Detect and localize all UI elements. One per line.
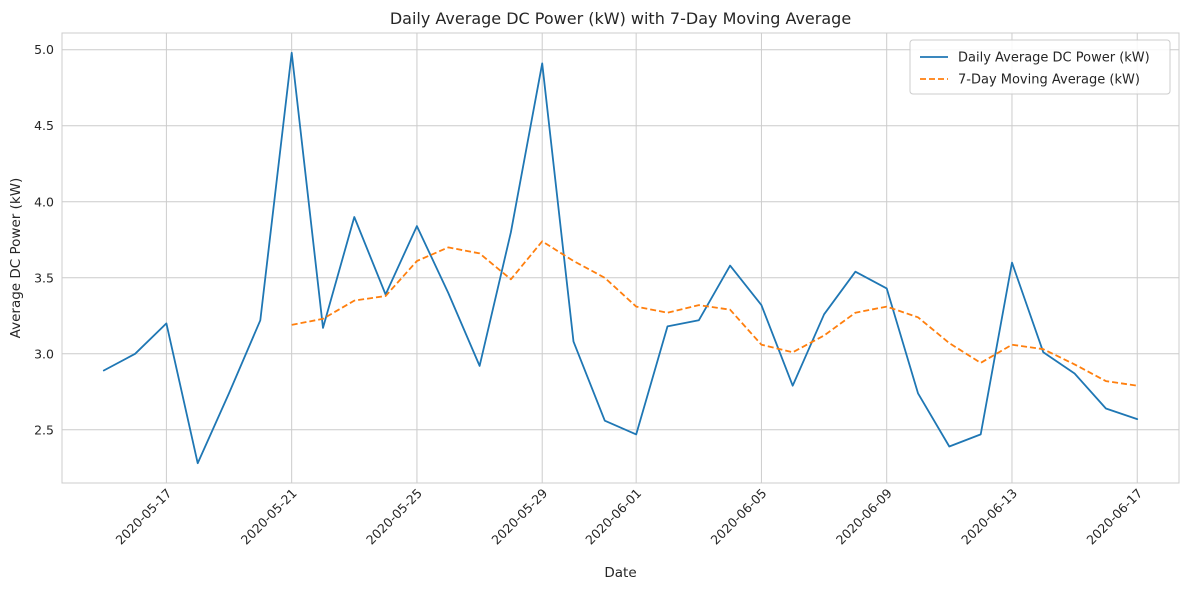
x-tick-label: 2020-05-17 bbox=[113, 486, 175, 548]
daily-average-line bbox=[102, 51, 1139, 465]
y-tick-label: 3.0 bbox=[34, 346, 54, 361]
x-tick-label: 2020-06-13 bbox=[958, 486, 1020, 548]
y-tick-label: 4.5 bbox=[34, 118, 54, 133]
y-tick-label: 2.5 bbox=[34, 422, 54, 437]
x-tick-label: 2020-05-29 bbox=[488, 485, 550, 547]
x-tick-label: 2020-06-01 bbox=[582, 486, 644, 548]
x-tick-label: 2020-06-17 bbox=[1083, 486, 1145, 548]
x-tick-labels: 2020-05-17 2020-05-21 2020-05-25 2020-05-29… bbox=[113, 485, 1146, 547]
x-axis-label: Date bbox=[604, 565, 636, 581]
chart-title: Daily Average DC Power (kW) with 7-Day M… bbox=[390, 9, 851, 28]
y-tick-labels: 2.5 3.0 3.5 4.0 4.5 5.0 bbox=[34, 42, 54, 437]
y-axis-label: Average DC Power (kW) bbox=[8, 178, 24, 339]
x-tick-label: 2020-06-05 bbox=[708, 486, 770, 548]
series-layer bbox=[102, 51, 1139, 465]
x-tick-label: 2020-05-25 bbox=[363, 486, 425, 548]
moving-average-line bbox=[291, 240, 1138, 387]
y-tick-label: 4.0 bbox=[34, 194, 54, 209]
x-tick-label: 2020-06-09 bbox=[833, 485, 895, 547]
grid bbox=[62, 33, 1179, 483]
y-tick-label: 5.0 bbox=[34, 42, 54, 57]
legend-entry: Daily Average DC Power (kW) bbox=[958, 51, 1150, 66]
legend-entry: 7-Day Moving Average (kW) bbox=[958, 73, 1140, 88]
legend: Daily Average DC Power (kW) 7-Day Moving … bbox=[909, 39, 1171, 95]
plot-area bbox=[61, 32, 1180, 484]
x-tick-label: 2020-05-21 bbox=[238, 486, 300, 548]
legend-box bbox=[909, 39, 1171, 95]
y-tick-label: 3.5 bbox=[34, 270, 54, 285]
